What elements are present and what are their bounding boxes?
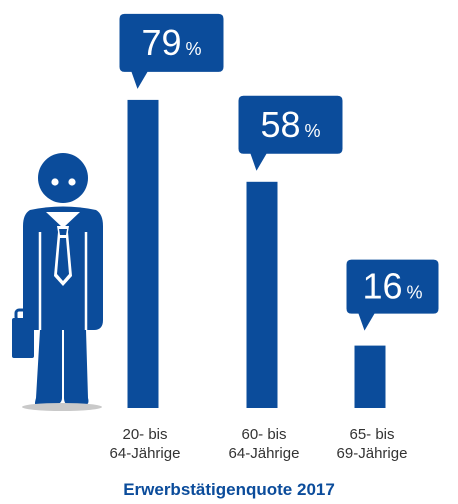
data-label-value: 79: [141, 22, 181, 63]
briefcase-icon: [12, 308, 34, 358]
x-tick-label-line: 69-Jährige: [337, 445, 408, 462]
bar-3: [354, 345, 386, 408]
tie-icon: [46, 212, 80, 286]
bar-series: [127, 99, 386, 409]
data-label-unit: %: [407, 283, 423, 303]
x-tick-label-2: 60- bis 64-Jährige: [229, 426, 300, 462]
value-callouts: 79 %58 %16%: [119, 13, 439, 331]
data-label-unit: %: [186, 39, 202, 59]
data-label-value: 16: [362, 266, 402, 307]
x-tick-label-line: 65- bis: [349, 426, 394, 443]
data-label-unit: %: [305, 121, 321, 141]
callout-bubble-2: [238, 95, 343, 171]
x-tick-label-line: 64-Jährige: [229, 445, 300, 462]
chart-caption: Erwerbstätigenquote 2017: [123, 480, 335, 499]
x-axis-tick-labels: 20- bis 64-Jährige 60- bis 64-Jährige 65- bi…: [110, 426, 408, 462]
bar-1: [127, 99, 159, 409]
x-tick-label-line: 64-Jährige: [110, 445, 181, 462]
data-label-value: 58: [260, 104, 300, 145]
data-label-3: 16%: [362, 266, 422, 307]
x-tick-label-1: 20- bis 64-Jährige: [110, 426, 181, 462]
x-tick-label-3: 65- bis 69-Jährige: [337, 426, 408, 462]
data-label-1: 79%: [141, 22, 201, 63]
x-tick-label-line: 60- bis: [241, 426, 286, 443]
bar-2: [246, 181, 278, 408]
callout-bubble-3: [346, 259, 439, 331]
callout-bubble-1: [119, 13, 224, 89]
businessman-icon: [12, 153, 103, 411]
x-tick-label-line: 20- bis: [122, 426, 167, 443]
data-label-2: 58%: [260, 104, 320, 145]
